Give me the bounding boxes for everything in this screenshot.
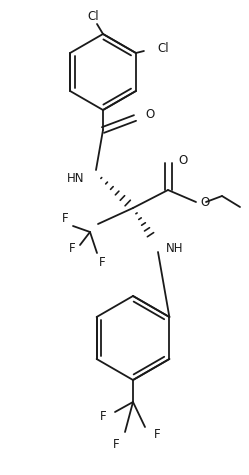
Text: F: F (62, 211, 68, 225)
Text: Cl: Cl (87, 10, 99, 22)
Text: HN: HN (66, 171, 84, 184)
Text: F: F (154, 428, 160, 440)
Text: F: F (99, 256, 105, 268)
Text: F: F (113, 437, 119, 450)
Text: O: O (145, 107, 154, 121)
Text: O: O (200, 197, 209, 209)
Text: Cl: Cl (157, 41, 169, 55)
Text: O: O (178, 153, 187, 167)
Text: NH: NH (166, 241, 184, 255)
Text: F: F (100, 410, 106, 424)
Text: F: F (69, 241, 75, 255)
